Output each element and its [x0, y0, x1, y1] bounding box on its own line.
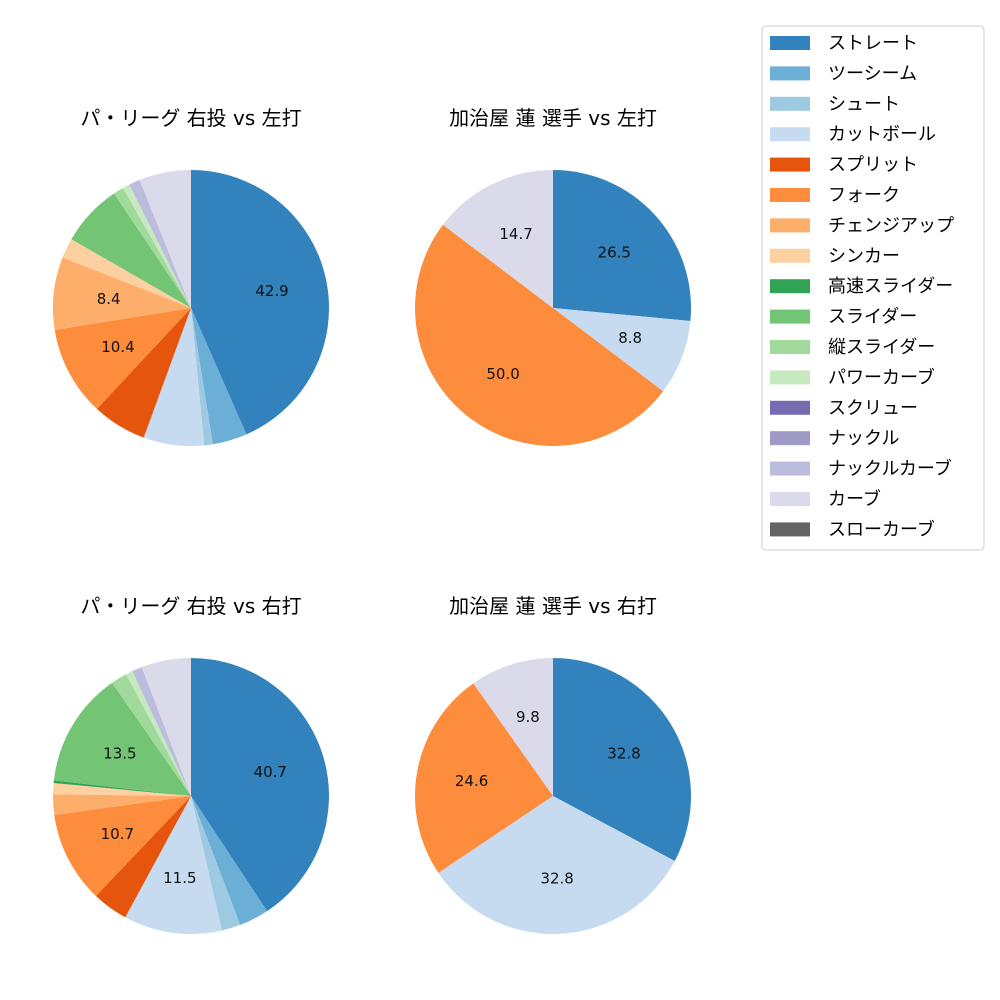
pie-1-slice-7-label: 8.4 [97, 290, 121, 308]
pie-1-slice-6-label: 10.4 [101, 338, 134, 356]
pie-3-slice-6-label: 10.7 [101, 825, 134, 843]
legend-swatch-5 [770, 157, 810, 172]
pie-1-slice-8 [62, 239, 192, 308]
legend-swatch-9 [770, 279, 810, 294]
legend-swatch-10 [770, 309, 810, 324]
legend-label-13: スクリュー [828, 398, 918, 419]
legend-label-14: ナックル [828, 428, 899, 449]
legend-label-9: 高速スライダー [828, 276, 953, 297]
legend: ストレートツーシームシュートカットボールスプリットフォークチェンジアップシンカー… [761, 25, 985, 551]
pie-4-slice-2-label: 32.8 [540, 870, 573, 888]
legend-label-11: 縦スライダー [828, 337, 935, 358]
legend-label-17: スローカーブ [828, 518, 935, 540]
legend-label-12: パワーカーブ [828, 366, 935, 388]
legend-swatch-7 [770, 218, 810, 233]
pie-1-slice-3 [191, 308, 213, 446]
pie-3-slice-4-label: 11.5 [163, 869, 196, 887]
pie-3-slice-13 [132, 667, 191, 796]
legend-swatch-15 [770, 461, 810, 476]
legend-frame [761, 25, 985, 551]
legend-swatch-2 [770, 66, 810, 81]
pie-1-slice-10 [114, 187, 191, 308]
pie-4-slice-2 [438, 796, 675, 934]
legend-swatch-8 [770, 248, 810, 263]
pie-3-slice-10 [53, 682, 191, 796]
pie-1-slice-7 [53, 257, 192, 330]
pie-2-slice-4-label: 14.7 [499, 225, 532, 243]
pie-1-slice-11 [123, 184, 191, 308]
legend-swatch-1 [770, 36, 810, 50]
legend-label-15: ナックルカーブ [828, 458, 952, 480]
pie-3-slice-4 [125, 796, 222, 934]
pie-1-slice-6 [54, 308, 191, 409]
pie-1-slice-4 [143, 308, 205, 446]
pie-1-slice-12 [129, 179, 191, 308]
pie-chart-4: 加治屋 蓮 選手 vs 右打 [449, 594, 657, 618]
pie-3-slice-14 [141, 658, 191, 796]
pie-2-slice-2 [553, 308, 691, 392]
pie-3-slice-9 [53, 780, 191, 796]
legend-label-7: チェンジアップ [828, 215, 954, 236]
pie-1-slice-9 [71, 193, 191, 308]
pie-4-slice-1-label: 32.8 [607, 744, 640, 762]
pie-4-slice-3 [414, 683, 553, 873]
legend-swatch-12 [770, 370, 810, 385]
pie-2-slice-3-label: 50.0 [486, 365, 519, 383]
pie-4-slice-3-label: 24.6 [455, 772, 488, 790]
pie-3-slice-5 [95, 796, 191, 918]
pie-3-slice-11 [112, 674, 191, 796]
pie-2-slice-1 [553, 170, 692, 321]
pie-3-slice-12 [126, 671, 191, 796]
legend-label-8: シンカー [828, 246, 900, 267]
pie-2-slice-3 [415, 224, 664, 446]
pie-4-slice-4 [473, 658, 553, 796]
pie-3-slice-10-label: 13.5 [103, 745, 136, 763]
pie-3-slice-2 [191, 796, 268, 925]
pie-3-slice-3 [191, 796, 241, 931]
legend-label-10: スライダー [828, 307, 917, 328]
legend-label-5: スプリット [828, 155, 918, 176]
pie-title-4: 加治屋 蓮 選手 vs 右打 [449, 594, 657, 618]
pie-3-slice-6 [54, 796, 192, 897]
legend-label-6: フォーク [828, 185, 900, 206]
legend-label-4: カットボール [828, 124, 936, 145]
pie-chart-2: 加治屋 蓮 選手 vs 左打 40.7 11.5 10.7 13.5 [52, 106, 657, 934]
pie-1-slice-5 [96, 308, 191, 438]
legend-swatch-14 [770, 431, 810, 446]
pie-title-1: パ・リーグ 右投 vs 左打 [80, 106, 301, 130]
legend-swatch-17 [770, 522, 810, 537]
pie-2-slice-4 [442, 170, 553, 308]
pie-1-slice-2 [191, 308, 247, 445]
legend-label-2: ツーシーム [828, 63, 917, 84]
legend-label-16: カーブ [828, 488, 881, 510]
legend-swatch-6 [770, 188, 810, 202]
pie-3-slice-8 [53, 783, 191, 796]
pie-3-slice-1-label: 40.7 [254, 763, 287, 781]
legend-swatch-13 [770, 400, 810, 415]
legend-swatch-16 [770, 492, 810, 506]
pie-3-slice-1 [191, 658, 330, 912]
pie-2-slice-2-label: 8.8 [618, 329, 642, 347]
legend-label-1: ストレート [828, 33, 918, 54]
pie-1-slice-1 [191, 170, 329, 435]
legend-swatch-4 [770, 127, 810, 142]
pie-1-slice-1-label: 42.9 [255, 282, 288, 300]
pie-chart-1: パ・リーグ 右投 vs 左打 42.9 10.4 8.4 26.5 8.8 50.0 14.… [53, 106, 692, 446]
legend-swatch-3 [770, 96, 810, 111]
legend-label-3: シュート [828, 94, 900, 115]
pie-3-slice-7 [52, 794, 191, 816]
pie-4-slice-1 [553, 658, 691, 861]
pie-title-2: 加治屋 蓮 選手 vs 左打 [449, 106, 657, 130]
pie-4-slice-4-label: 9.8 [516, 708, 540, 726]
pie-title-3: パ・リーグ 右投 vs 右打 [80, 594, 301, 618]
pie-chart-3: パ・リーグ 右投 vs 右打 32.8 32.8 24.6 9.8 [80, 594, 691, 934]
pie-1-slice-13 [139, 170, 191, 308]
pie-2-slice-1-label: 26.5 [598, 243, 631, 261]
legend-swatch-11 [770, 340, 810, 354]
